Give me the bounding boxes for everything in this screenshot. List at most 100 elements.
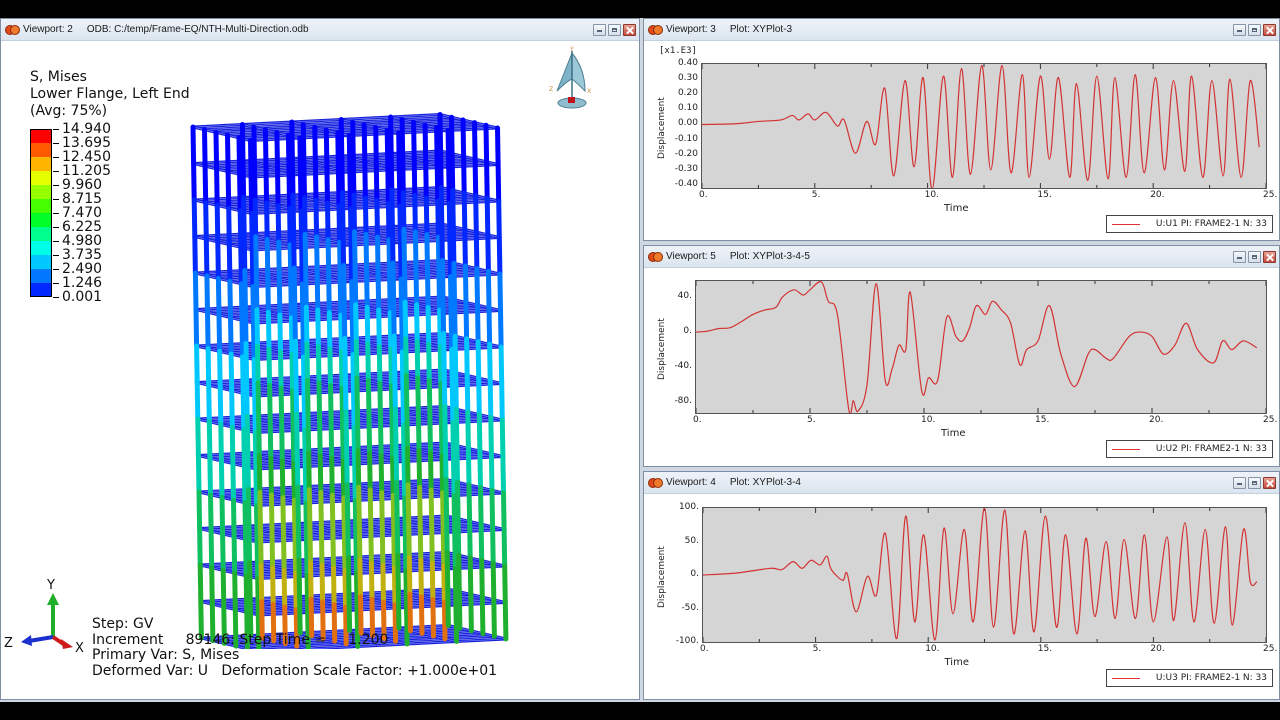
y-tick-label: -100.	[675, 636, 699, 646]
info-primary-var: Primary Var: S, Mises	[92, 647, 240, 663]
viewport-name: Viewport: 3	[666, 24, 716, 35]
close-button[interactable]	[1263, 23, 1276, 36]
legend-line-swatch	[1111, 677, 1140, 679]
y-tick-label: 0.20	[677, 88, 698, 99]
y-multiplier: [x1.E3]	[659, 46, 697, 56]
viewport-4[interactable]: Viewport: 4 Plot: XYPlot-3-4 100. 50. 0. -5…	[643, 471, 1280, 700]
plot-curve	[703, 508, 1266, 642]
plot-curve	[696, 281, 1266, 413]
color-bar-label: 13.695	[53, 136, 111, 150]
legend-avg: (Avg: 75%)	[30, 103, 108, 119]
y-tick-label: -0.40	[674, 178, 698, 189]
x-tick-label: 0.	[700, 644, 709, 654]
y-tick-label: 0.	[683, 326, 692, 337]
x-tick-label: 15.	[1037, 190, 1052, 200]
x-axis-label: Time	[944, 657, 969, 668]
y-axis-label: Displacement	[657, 318, 667, 380]
y-tick-label: 0.40	[677, 58, 698, 68]
y-tick-label: 50.	[684, 535, 699, 546]
plot-area[interactable]	[702, 507, 1267, 643]
viewport-5[interactable]: Viewport: 5 Plot: XYPlot-3-4-5 40. 0. -40.…	[643, 245, 1280, 467]
plot-legend[interactable]: U:U1 PI: FRAME2-1 N: 33	[1105, 215, 1273, 233]
x-tick-label: 0.	[693, 415, 702, 425]
x-tick-label: 10.	[925, 644, 940, 654]
legend-title: S, Mises	[30, 69, 87, 85]
x-tick-label: 20.	[1150, 644, 1165, 654]
triad-y-label: Y	[47, 578, 55, 593]
viewport-icon	[5, 24, 20, 35]
x-axis-label: Time	[941, 428, 966, 439]
plot-curve	[702, 64, 1266, 188]
color-bar-label: 0.001	[53, 290, 111, 304]
viewport-5-titlebar[interactable]: Viewport: 5 Plot: XYPlot-3-4-5	[644, 246, 1279, 268]
y-tick-label: 0.00	[677, 118, 698, 129]
abaqus-workspace: Viewport: 2 ODB: C:/temp/Frame-EQ/NTH-Mu…	[0, 18, 1280, 702]
x-tick-label: 20.	[1150, 190, 1165, 200]
color-bar-label: 8.715	[53, 192, 111, 206]
x-tick-label: 20.	[1149, 415, 1164, 425]
x-tick-label: 5.	[812, 644, 822, 654]
info-deformed-var: Deformed Var: U Deformation Scale Factor…	[92, 662, 498, 679]
maximize-button[interactable]	[1248, 250, 1261, 263]
color-bar-segment	[30, 213, 52, 227]
plot-area[interactable]	[701, 63, 1267, 189]
axis-triad-icon	[21, 593, 73, 649]
minimize-button[interactable]	[1233, 476, 1246, 489]
legend-text: U:U2 PI: FRAME2-1 N: 33	[1155, 444, 1267, 454]
color-bar-label: 1.246	[53, 276, 111, 290]
x-tick-label: 10.	[921, 415, 936, 425]
minimize-button[interactable]	[593, 23, 606, 36]
color-bar-label: 9.960	[53, 178, 111, 192]
y-tick-label: 100.	[678, 502, 699, 512]
viewport-4-titlebar[interactable]: Viewport: 4 Plot: XYPlot-3-4	[644, 472, 1279, 494]
color-bar	[30, 129, 52, 297]
x-tick-label: 15.	[1035, 415, 1050, 425]
y-tick-label: 40.	[677, 290, 692, 301]
viewport-icon	[648, 251, 663, 262]
color-bar-segment	[30, 241, 52, 255]
triad-z-label: Z	[4, 636, 13, 651]
maximize-button[interactable]	[1248, 23, 1261, 36]
color-bar-segment	[30, 143, 52, 157]
color-bar-segment	[30, 157, 52, 171]
y-tick-label: -0.10	[674, 133, 698, 144]
viewport-icon	[648, 477, 663, 488]
color-bar-label: 7.470	[53, 206, 111, 220]
color-bar-segment	[30, 227, 52, 241]
viewport-3-titlebar[interactable]: Viewport: 3 Plot: XYPlot-3	[644, 19, 1279, 41]
plot-legend[interactable]: U:U2 PI: FRAME2-1 N: 33	[1105, 440, 1273, 458]
viewport-name: Viewport: 5	[666, 251, 716, 262]
close-button[interactable]	[1263, 250, 1276, 263]
viewport-3[interactable]: Viewport: 3 Plot: XYPlot-3 [x1.E3] 0.40 0…	[643, 18, 1280, 241]
color-bar-label: 3.735	[53, 248, 111, 262]
x-tick-label: 5.	[811, 190, 821, 200]
viewport-2-titlebar[interactable]: Viewport: 2 ODB: C:/temp/Frame-EQ/NTH-Mu…	[1, 19, 639, 41]
x-axis-label: Time	[944, 203, 969, 214]
y-tick-label: -80.	[674, 396, 692, 407]
x-tick-label: 25.	[1263, 415, 1278, 425]
close-button[interactable]	[623, 23, 636, 36]
maximize-button[interactable]	[608, 23, 621, 36]
viewport-name: Viewport: 2	[23, 24, 73, 35]
triad-x-label: X	[75, 641, 84, 656]
frame-model-render[interactable]	[181, 89, 531, 649]
x-tick-label: 25.	[1263, 190, 1278, 200]
minimize-button[interactable]	[1233, 250, 1246, 263]
y-tick-label: 0.	[690, 569, 699, 579]
viewport-2[interactable]: Viewport: 2 ODB: C:/temp/Frame-EQ/NTH-Mu…	[0, 18, 640, 700]
y-tick-label: -0.30	[674, 163, 698, 174]
plot-area[interactable]	[695, 280, 1267, 414]
color-bar-label: 11.205	[53, 164, 111, 178]
x-tick-label: 5.	[807, 415, 816, 425]
viewport-subtitle: ODB: C:/temp/Frame-EQ/NTH-Multi-Directio…	[86, 24, 309, 35]
close-button[interactable]	[1263, 476, 1276, 489]
view-cube-icon[interactable]: Y Z X	[547, 45, 597, 115]
legend-line-swatch	[1111, 223, 1140, 225]
plot-legend[interactable]: U:U3 PI: FRAME2-1 N: 33	[1105, 669, 1273, 687]
minimize-button[interactable]	[1233, 23, 1246, 36]
color-bar-segment	[30, 171, 52, 185]
color-bar-segment	[30, 269, 52, 283]
color-bar-label: 2.490	[53, 262, 111, 276]
maximize-button[interactable]	[1248, 476, 1261, 489]
color-bar-label: 6.225	[53, 220, 111, 234]
